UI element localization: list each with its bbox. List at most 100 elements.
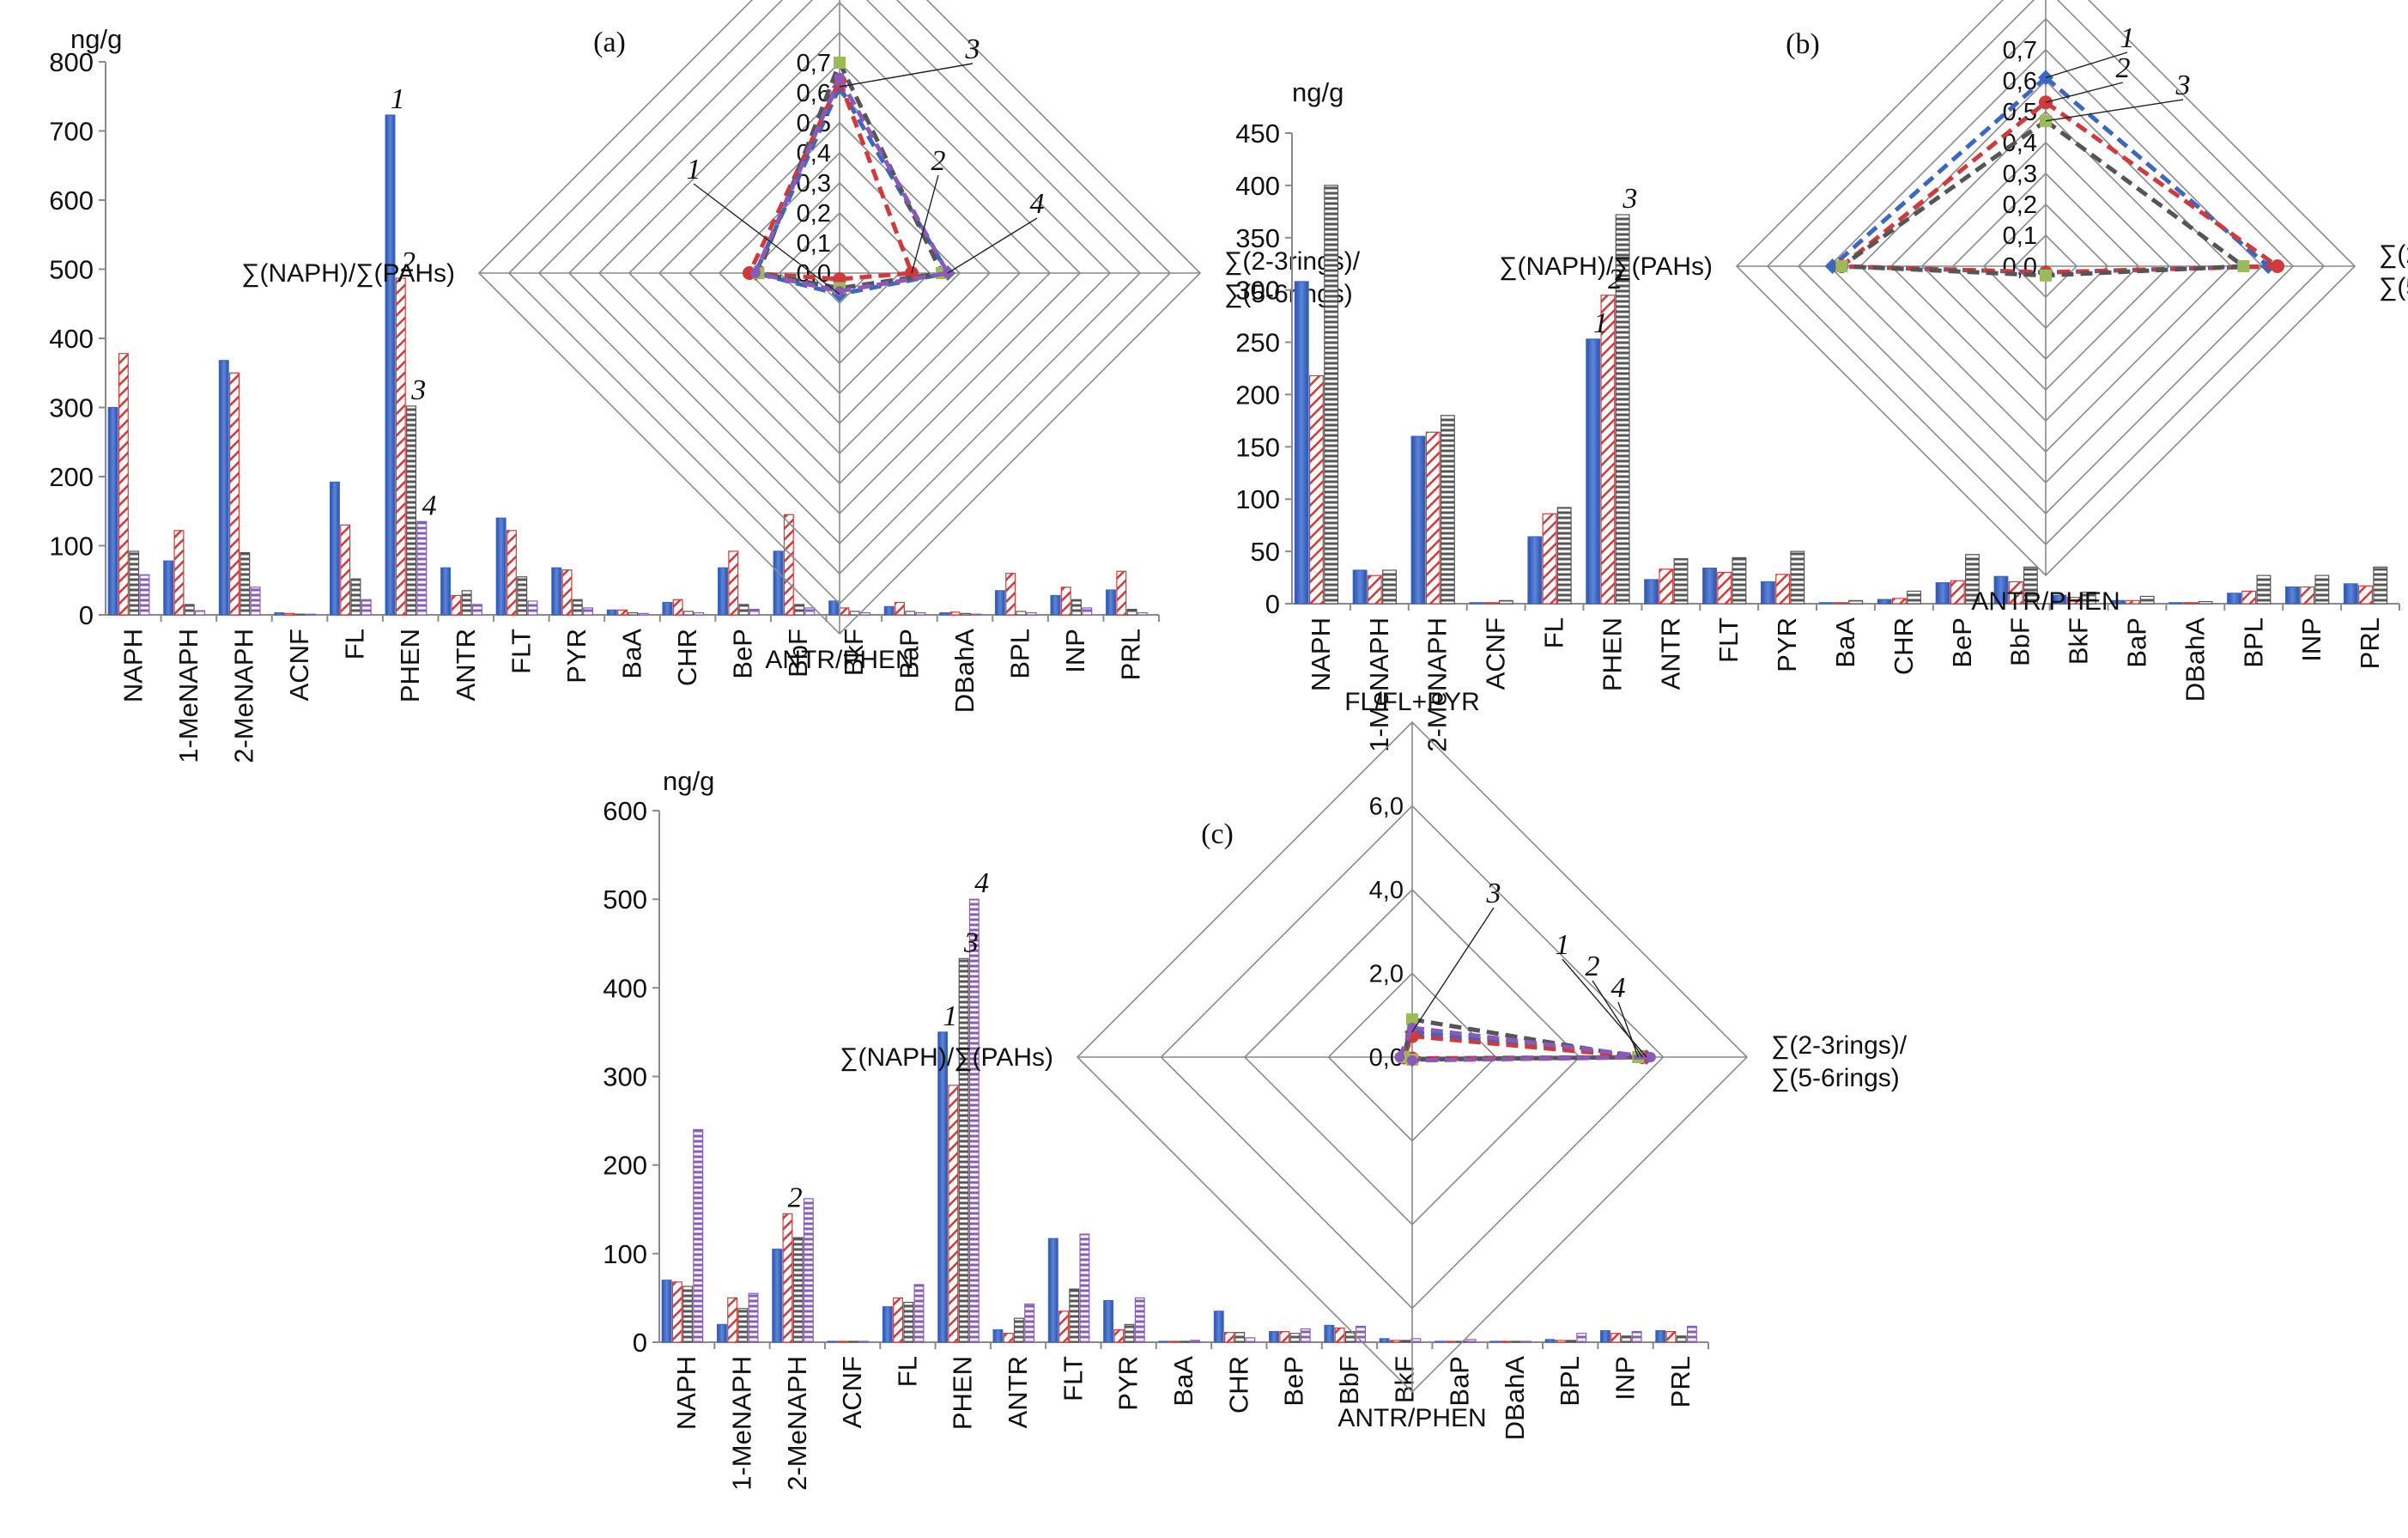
- bar: [1103, 1299, 1114, 1343]
- bar: [1469, 602, 1484, 605]
- bar: [1834, 602, 1848, 605]
- y-tick-label: 150: [1235, 432, 1280, 462]
- bar: [737, 1308, 749, 1343]
- bar: [274, 611, 285, 616]
- bar: [1116, 570, 1127, 616]
- y-tick-label: 200: [49, 462, 94, 492]
- y-tick-label: 700: [49, 117, 94, 147]
- bar: [2081, 592, 2096, 605]
- y-tick-label: 0: [633, 1328, 647, 1358]
- bar: [1965, 554, 1980, 605]
- bar: [1352, 569, 1368, 605]
- bar: [1665, 1331, 1677, 1343]
- y-tick-label: 300: [49, 393, 94, 423]
- radar-callout-leader: [947, 217, 1038, 274]
- bar: [882, 1306, 893, 1343]
- bar: [229, 372, 240, 616]
- bar: [218, 360, 229, 616]
- radar-callout-label: 3: [1486, 878, 1501, 909]
- x-tick-label: BbF: [1334, 1356, 1364, 1405]
- y-tick-label: 400: [603, 973, 647, 1003]
- bar: [827, 1340, 838, 1343]
- bar: [329, 481, 340, 616]
- bar: [883, 605, 895, 616]
- radar-callout-label: 1: [1556, 929, 1570, 961]
- bar-annotation: 3: [1622, 183, 1637, 215]
- bar: [1848, 599, 1864, 605]
- bar: [1234, 1332, 1246, 1343]
- x-tick-label: ACNF: [1481, 617, 1511, 690]
- bar: [1158, 1340, 1169, 1343]
- x-tick-label: PHEN: [395, 629, 425, 702]
- x-tick-label: BbF: [2005, 617, 2035, 666]
- bar: [1676, 1335, 1687, 1343]
- y-tick-label: 250: [1235, 328, 1280, 358]
- bar: [2241, 590, 2257, 605]
- bar: [1294, 281, 1309, 605]
- bar: [1071, 599, 1082, 616]
- x-tick-label: CHR: [1889, 617, 1919, 675]
- bar: [682, 1286, 693, 1343]
- y-tick-label: 50: [1251, 537, 1280, 567]
- bar: [1673, 558, 1689, 605]
- x-tick-label: 2-MeNAPH: [782, 1356, 812, 1491]
- panel-tag: (a): [593, 27, 626, 58]
- bar: [471, 604, 482, 616]
- bar: [306, 613, 317, 616]
- radar-series-line: [1400, 1033, 1643, 1061]
- bar: [839, 607, 850, 616]
- bar: [2008, 581, 2023, 605]
- x-tick-label: INP: [2296, 617, 2326, 662]
- x-tick-label: BaA: [617, 629, 647, 679]
- radar-axis-label-bottom: ANTR/PHEN: [1337, 1404, 1486, 1432]
- radar-tick-label: 0,2: [2003, 191, 2037, 219]
- x-tick-label: ANTR: [1655, 617, 1685, 690]
- bar: [527, 600, 538, 616]
- radar-axis-label-left: ∑(NAPH)/∑(PAHs): [840, 1043, 1053, 1072]
- x-tick-label: 2-MeNAPH: [1422, 617, 1453, 752]
- bar: [572, 599, 583, 616]
- radar-axis-label-right: ∑(5-6rings): [1771, 1064, 1900, 1092]
- bar-annotation: 1: [943, 1000, 957, 1032]
- bar: [1024, 1304, 1035, 1343]
- bar: [184, 604, 195, 616]
- x-tick-label: BPL: [2238, 617, 2268, 668]
- bar: [1655, 1329, 1666, 1343]
- bar: [672, 599, 683, 616]
- radar-callout-label: 2: [1586, 951, 1600, 982]
- y-tick-label: 100: [603, 1239, 647, 1269]
- bar: [1615, 214, 1630, 605]
- radar-tick-label: 0,2: [797, 200, 831, 228]
- x-tick-label: BkF: [2064, 617, 2094, 665]
- bar: [361, 599, 372, 616]
- bar: [749, 608, 760, 616]
- bar: [794, 604, 805, 616]
- bar: [1126, 608, 1137, 616]
- x-tick-label: 1-MeNAPH: [1364, 617, 1394, 752]
- bar: [2023, 566, 2038, 605]
- bar: [1818, 602, 1834, 605]
- x-tick-label: PYR: [561, 629, 591, 684]
- radar-tick-label: 4,0: [1369, 877, 1404, 904]
- radar-series-line: [1835, 118, 2250, 278]
- bar: [1555, 1340, 1566, 1343]
- bar: [2052, 594, 2067, 605]
- bar: [682, 611, 694, 616]
- bar: [1556, 507, 1572, 605]
- x-tick-label: PHEN: [948, 1356, 978, 1430]
- bar: [506, 530, 517, 616]
- bar: [1732, 556, 1747, 605]
- x-tick-label: NAPH: [118, 629, 148, 702]
- radar-tick-label: 0,1: [2003, 222, 2037, 250]
- bar: [1410, 435, 1426, 605]
- bar: [2110, 599, 2126, 605]
- x-tick-label: FLT: [506, 629, 536, 674]
- x-tick-label: ACNF: [837, 1356, 867, 1428]
- y-tick-label: 600: [603, 796, 647, 826]
- bar: [1379, 1338, 1390, 1343]
- radar-callout-leader: [1617, 1001, 1639, 1058]
- radar-marker: [1835, 260, 1848, 272]
- radar-tick-label: 2,0: [1369, 961, 1404, 988]
